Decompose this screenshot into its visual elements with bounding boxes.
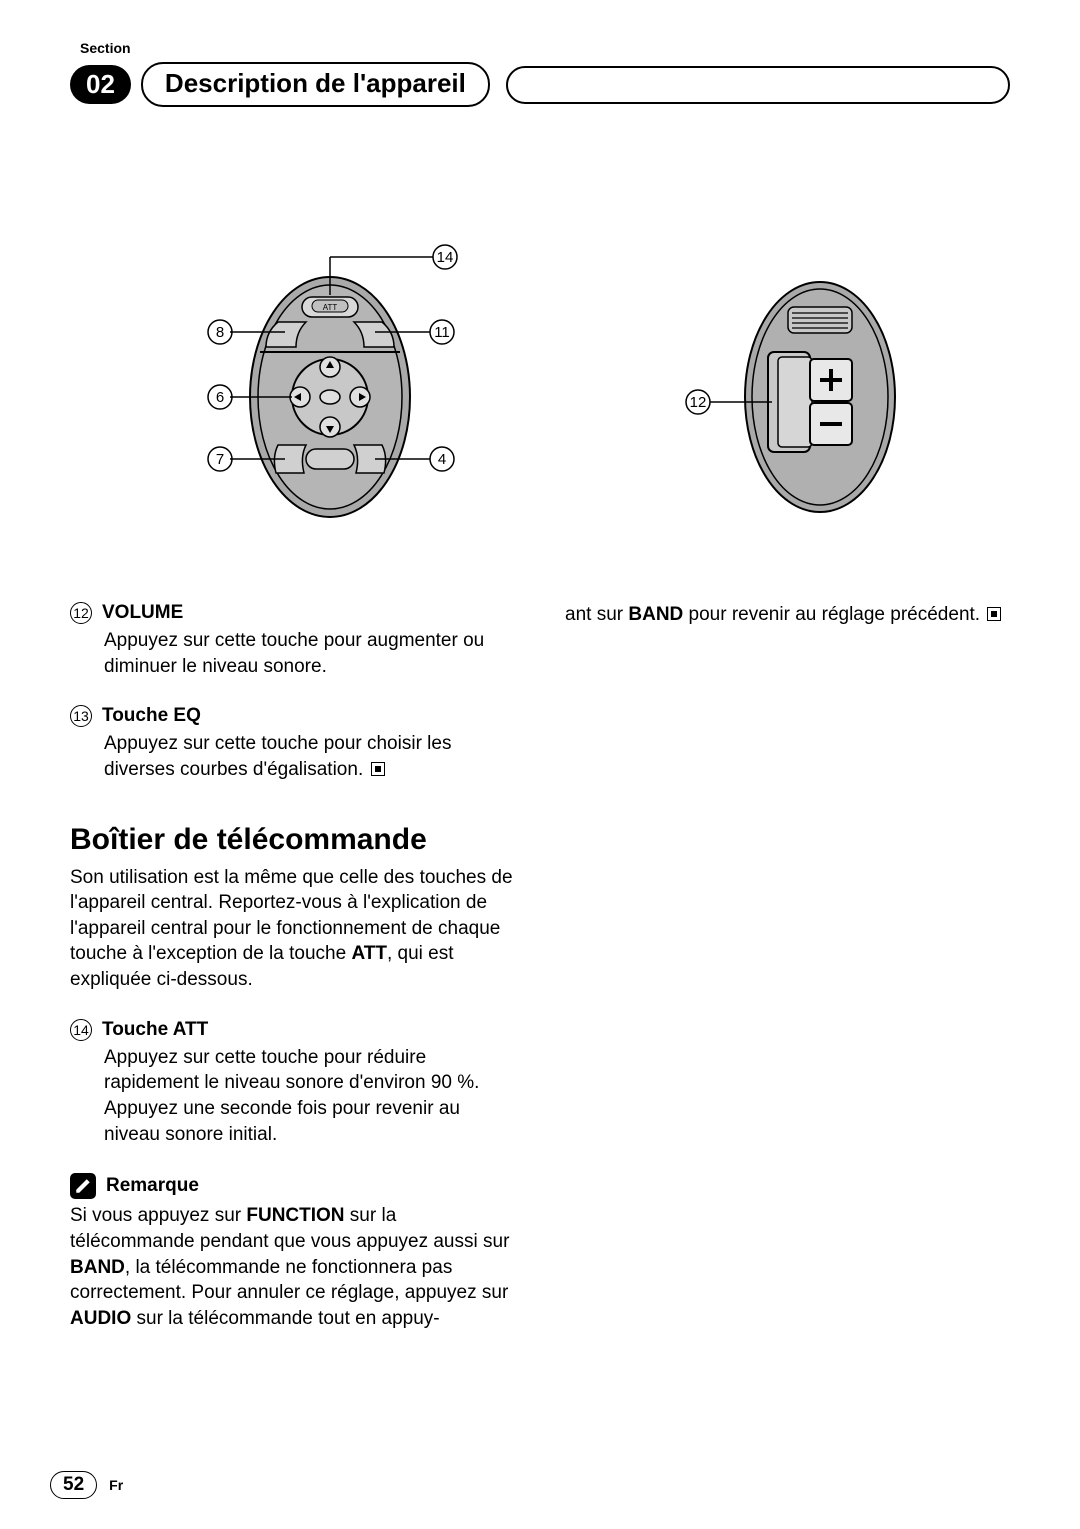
svg-text:6: 6 <box>216 389 224 406</box>
item-14-heading: 14 Touche ATT <box>70 1019 515 1041</box>
end-marker-icon <box>371 762 385 776</box>
svg-text:8: 8 <box>216 324 224 341</box>
content-columns: 12 VOLUME Appuyez sur cette touche pour … <box>70 602 1010 1358</box>
note-body: Si vous appuyez sur FUNCTION sur la télé… <box>70 1203 515 1331</box>
circled-12: 12 <box>70 602 92 624</box>
att-label: ATT <box>323 303 338 312</box>
note-label: Remarque <box>106 1175 199 1197</box>
remote-front-diagram: ATT <box>100 227 530 532</box>
circled-14: 14 <box>70 1019 92 1041</box>
item-13-heading: 13 Touche EQ <box>70 705 515 727</box>
pencil-icon <box>70 1173 96 1199</box>
page-number: 52 <box>50 1471 97 1499</box>
empty-header-pill <box>506 66 1010 104</box>
left-column: 12 VOLUME Appuyez sur cette touche pour … <box>70 602 515 1358</box>
note-heading: Remarque <box>70 1173 515 1199</box>
item-13-body: Appuyez sur cette touche pour choisir le… <box>70 731 515 782</box>
svg-text:11: 11 <box>434 324 450 341</box>
subsection-heading: Boîtier de télécommande <box>70 823 515 857</box>
svg-text:12: 12 <box>690 394 707 411</box>
page-footer: 52 Fr <box>50 1471 123 1499</box>
section-title-pill: Description de l'appareil <box>141 62 490 107</box>
subsection-intro: Son utilisation est la même que celle de… <box>70 865 515 993</box>
section-label: Section <box>80 40 1010 56</box>
diagrams-row: ATT <box>70 227 1010 532</box>
item-12-body: Appuyez sur cette touche pour augmenter … <box>70 628 515 679</box>
section-number-pill: 02 <box>70 65 131 104</box>
right-column: ant sur BAND pour revenir au réglage pré… <box>565 602 1010 1358</box>
item-12-heading: 12 VOLUME <box>70 602 515 624</box>
remote-back-diagram: 12 <box>640 267 980 532</box>
svg-text:7: 7 <box>216 451 224 468</box>
item-14-body: Appuyez sur cette touche pour réduire ra… <box>70 1045 515 1148</box>
svg-text:4: 4 <box>438 451 446 468</box>
note-continuation: ant sur BAND pour revenir au réglage pré… <box>565 602 1010 628</box>
circled-13: 13 <box>70 705 92 727</box>
item-13-title: Touche EQ <box>102 705 201 727</box>
item-14-title: Touche ATT <box>102 1019 208 1041</box>
language-code: Fr <box>109 1477 123 1493</box>
end-marker-icon <box>987 607 1001 621</box>
svg-text:14: 14 <box>437 249 454 266</box>
item-12-title: VOLUME <box>102 602 183 624</box>
header-row: 02 Description de l'appareil <box>70 62 1010 107</box>
